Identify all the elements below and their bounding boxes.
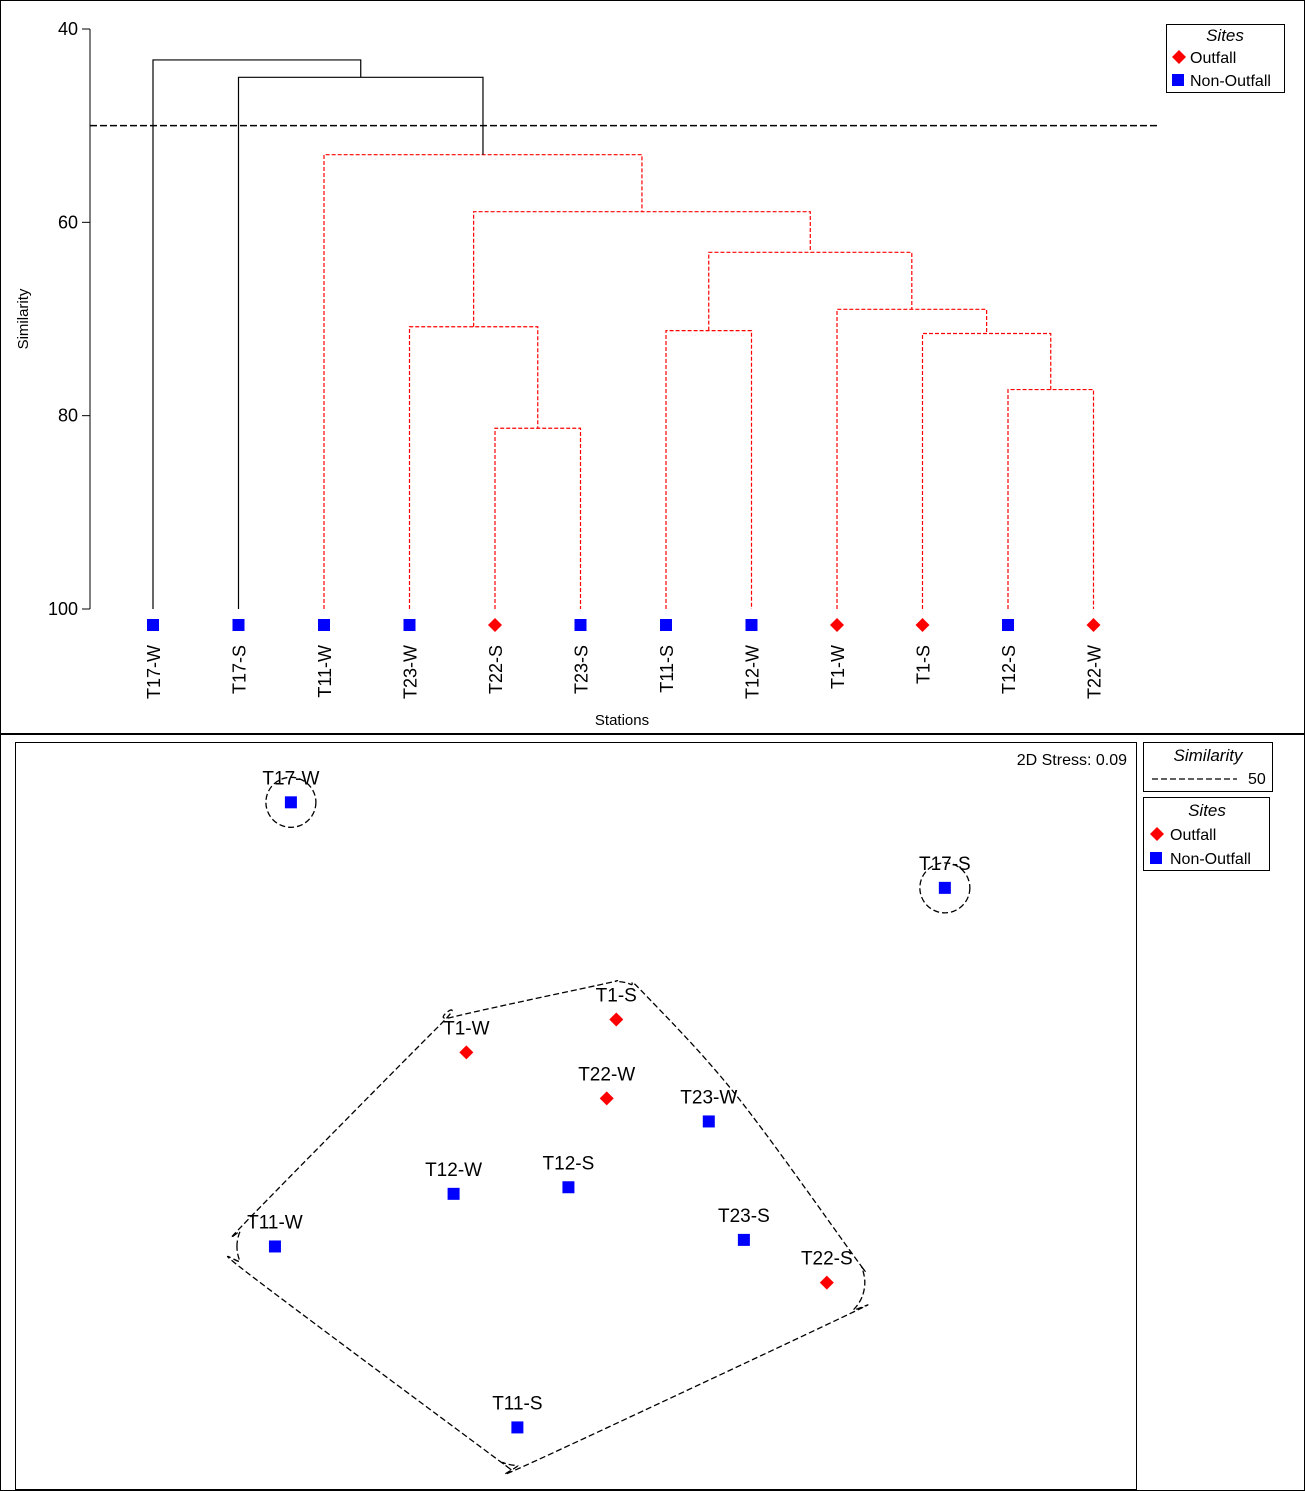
y-tick-label: 40	[58, 19, 78, 39]
dendrogram-branch	[323, 154, 643, 609]
dendrogram-branch	[152, 59, 362, 609]
leaf-marker-diamond-icon	[488, 618, 502, 632]
dendrogram-branch	[473, 211, 811, 327]
mds-point-label: T11-S	[492, 1393, 542, 1414]
stress-label: 2D Stress: 0.09	[1017, 752, 1127, 769]
leaf-marker-diamond-icon	[1086, 618, 1101, 632]
mds-point-square-icon	[511, 1421, 524, 1434]
mds-point-diamond-icon	[609, 1012, 624, 1027]
legend-sites-top: Sites Outfall Non-Outfall	[1166, 24, 1285, 93]
legend-box	[1143, 742, 1273, 792]
leaf-marker-square-icon	[318, 619, 330, 631]
station-label: T12-W	[743, 645, 763, 699]
leaf-marker-diamond-icon	[915, 618, 930, 632]
dendrogram-branch	[665, 330, 753, 609]
legend-label-outfall: Outfall	[1190, 50, 1236, 67]
legend-outfall-diamond-icon	[1172, 50, 1186, 64]
mds-point-diamond-icon	[599, 1091, 614, 1106]
mds-point-square-icon	[737, 1233, 750, 1246]
legend-box	[1166, 24, 1285, 93]
dendrogram-branch	[1007, 388, 1095, 609]
mds-point-label: T12-W	[425, 1160, 482, 1181]
y-axis-title: Similarity	[15, 288, 32, 349]
cluster-outline	[226, 980, 869, 1475]
legend-outfall-diamond-icon	[1150, 827, 1164, 841]
legend-title: Similarity	[1174, 746, 1244, 765]
dendrogram-branch	[708, 251, 913, 331]
mds-plot-frame	[15, 742, 1137, 1490]
station-label: T1-W	[828, 645, 848, 689]
mds-point-label: T1-S	[596, 985, 637, 1006]
legend-title: Sites	[1188, 801, 1226, 820]
leaf-marker-square-icon	[660, 619, 672, 631]
cluster-outline	[919, 862, 971, 914]
station-label: T11-W	[315, 645, 335, 698]
mds-point-label: T17-S	[919, 854, 971, 875]
mds-point-square-icon	[447, 1187, 460, 1200]
legend-nonoutfall-square-icon	[1150, 852, 1162, 864]
legend-similarity-value: 50	[1248, 771, 1266, 788]
y-tick-label: 60	[58, 212, 78, 232]
dendrogram-branch	[494, 427, 582, 609]
leaf-marker-square-icon	[147, 619, 159, 631]
dendrogram-chart: 40 60 80 100 Similarity Stations T17-W T17-S T11…	[15, 19, 1285, 729]
legend-nonoutfall-square-icon	[1172, 74, 1184, 86]
station-label: T23-S	[572, 645, 592, 694]
mds-point-diamond-icon	[819, 1275, 834, 1290]
x-axis-title: Stations	[595, 712, 649, 729]
dendrogram-branch	[836, 308, 988, 609]
mds-point-label: T23-S	[718, 1206, 770, 1227]
legend-label-nonoutfall: Non-Outfall	[1190, 73, 1271, 90]
station-label: T17-S	[230, 645, 250, 694]
station-label: T12-S	[999, 645, 1019, 694]
leaf-marker-square-icon	[232, 619, 245, 631]
mds-point-square-icon	[268, 1240, 281, 1253]
leaf-marker-square-icon	[745, 619, 758, 631]
mds-point-label: T11-W	[247, 1212, 303, 1233]
mds-point-label: T1-W	[443, 1018, 490, 1039]
legend-title: Sites	[1206, 26, 1244, 45]
legend-label-outfall: Outfall	[1170, 827, 1216, 844]
bottom-panel-frame	[0, 734, 1305, 1491]
dendrogram-branch	[408, 326, 539, 609]
leaf-marker-diamond-icon	[830, 618, 844, 632]
station-label: T11-S	[657, 645, 677, 693]
mds-point-label: T12-S	[543, 1153, 595, 1174]
legend-box	[1143, 797, 1270, 871]
legend-sites-bottom: Sites Outfall Non-Outfall	[1143, 797, 1270, 871]
station-label: T17-W	[144, 645, 164, 699]
station-label: T1-S	[914, 645, 934, 684]
mds-point-square-icon	[702, 1115, 715, 1128]
leaf-marker-square-icon	[403, 619, 416, 631]
mds-point-label: T23-W	[680, 1087, 737, 1108]
station-label: T22-W	[1085, 645, 1105, 699]
mds-point-label: T17-W	[262, 768, 319, 789]
y-tick-label: 100	[48, 599, 78, 619]
leaf-marker-square-icon	[574, 619, 587, 631]
station-label: T23-W	[401, 645, 421, 699]
cluster-outline	[265, 776, 317, 828]
legend-label-nonoutfall: Non-Outfall	[1170, 851, 1251, 868]
station-label: T22-S	[486, 645, 506, 694]
mds-point-diamond-icon	[459, 1045, 474, 1060]
mds-chart: 2D Stress: 0.09 T17-W T17-S T1-S T1-W T22-W T2…	[15, 742, 1273, 1490]
leaf-marker-square-icon	[1002, 619, 1014, 631]
dendrogram-branch	[237, 76, 484, 609]
y-tick-label: 80	[58, 406, 78, 426]
mds-point-square-icon	[562, 1181, 575, 1194]
mds-point-square-icon	[938, 881, 951, 894]
dendrogram-branch	[921, 332, 1052, 609]
mds-point-square-icon	[284, 796, 297, 809]
mds-point-label: T22-W	[578, 1064, 635, 1085]
mds-point-label: T22-S	[801, 1249, 853, 1270]
top-panel-frame	[0, 0, 1305, 734]
